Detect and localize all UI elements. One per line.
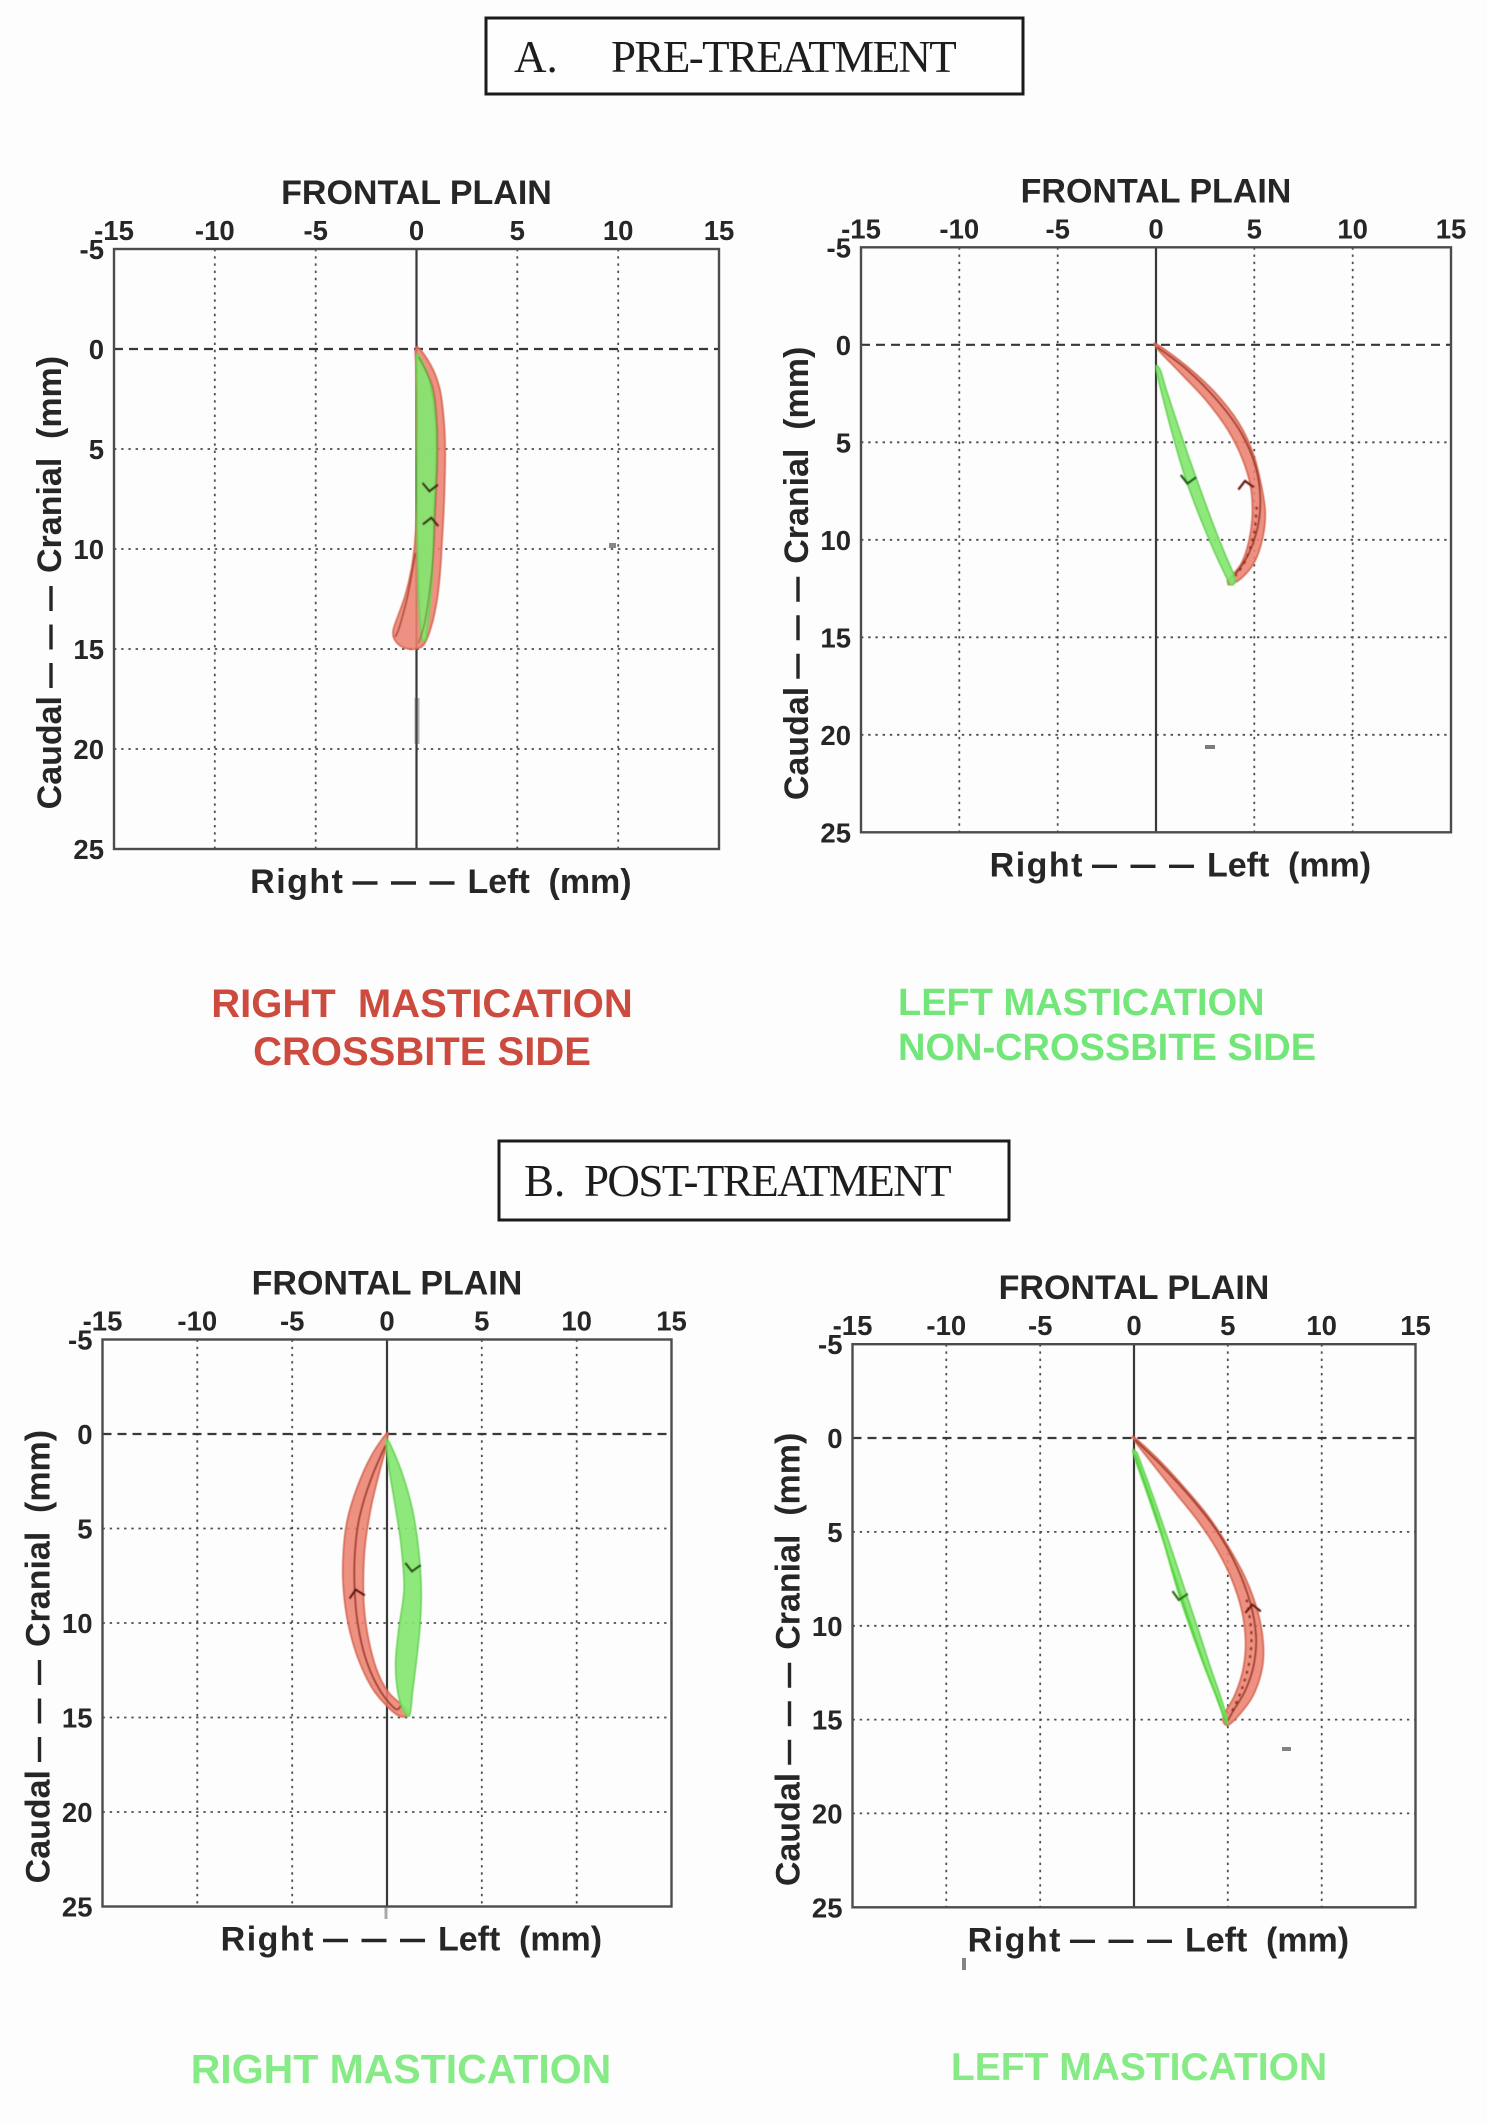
svg-text:-15: -15 [83,1306,123,1337]
svg-text:0: 0 [1126,1310,1141,1341]
svg-text:-5: -5 [68,1325,92,1356]
svg-text:-5: -5 [1028,1310,1052,1341]
svg-text:(mm): (mm) [20,1430,58,1513]
svg-text:A.: A. [514,32,558,82]
svg-text:B.: B. [524,1156,565,1206]
svg-text:(mm): (mm) [1288,846,1371,884]
svg-text:Right: Right [990,846,1084,884]
svg-text:Caudal: Caudal [31,696,69,809]
svg-text:10: 10 [820,525,851,556]
svg-text:0: 0 [379,1306,394,1337]
svg-text:-10: -10 [926,1310,966,1341]
svg-text:Cranial: Cranial [770,1535,808,1650]
svg-text:0: 0 [409,215,424,246]
svg-text:0: 0 [827,1423,842,1454]
svg-text:Cranial: Cranial [20,1532,58,1647]
svg-text:Cranial: Cranial [778,449,816,564]
svg-text:-5: -5 [80,234,104,265]
svg-text:10: 10 [1306,1310,1337,1341]
svg-text:-5: -5 [827,232,851,263]
svg-text:NON-CROSSBITE SIDE: NON-CROSSBITE SIDE [898,1027,1316,1069]
svg-text:15: 15 [1400,1310,1431,1341]
svg-text:(mm): (mm) [549,863,632,901]
svg-text:25: 25 [820,817,851,848]
svg-text:5: 5 [827,1517,842,1548]
svg-text:FRONTAL PLAIN: FRONTAL PLAIN [999,1269,1270,1307]
svg-text:20: 20 [820,720,851,751]
svg-text:15: 15 [73,634,104,665]
svg-text:25: 25 [812,1892,843,1923]
svg-text:(mm): (mm) [519,1921,602,1959]
svg-text:15: 15 [820,622,851,653]
svg-text:Left: Left [438,1921,500,1959]
svg-text:25: 25 [73,834,104,865]
svg-text:-15: -15 [833,1310,873,1341]
svg-text:5: 5 [89,434,104,465]
svg-text:CROSSBITE SIDE: CROSSBITE SIDE [253,1030,591,1074]
svg-text:FRONTAL PLAIN: FRONTAL PLAIN [1021,172,1292,210]
svg-text:-15: -15 [94,215,134,246]
svg-text:Right: Right [250,863,344,901]
svg-text:15: 15 [656,1306,687,1337]
svg-text:Left: Left [1185,1921,1247,1959]
svg-text:10: 10 [812,1611,843,1642]
svg-text:RIGHT MASTICATION: RIGHT MASTICATION [191,2046,612,2092]
svg-text:5: 5 [1247,213,1262,244]
svg-text:Caudal: Caudal [778,687,816,800]
svg-text:5: 5 [474,1306,489,1337]
svg-text:0: 0 [836,330,851,361]
svg-text:-15: -15 [841,213,881,244]
svg-text:15: 15 [1436,213,1467,244]
svg-text:0: 0 [89,334,104,365]
svg-text:Right: Right [968,1921,1062,1959]
svg-text:(mm): (mm) [778,347,816,430]
svg-text:25: 25 [62,1892,93,1923]
svg-text:5: 5 [510,215,525,246]
svg-text:POST-TREATMENT: POST-TREATMENT [584,1156,951,1206]
svg-text:RIGHT MASTICATION: RIGHT MASTICATION [211,982,632,1026]
svg-text:15: 15 [812,1705,843,1736]
svg-text:5: 5 [1220,1310,1235,1341]
svg-text:-10: -10 [939,213,979,244]
svg-text:5: 5 [77,1514,92,1545]
svg-text:-5: -5 [818,1329,842,1360]
svg-text:15: 15 [704,215,735,246]
svg-text:10: 10 [1337,213,1368,244]
svg-text:Left: Left [1207,846,1269,884]
svg-text:(mm): (mm) [1266,1921,1349,1959]
svg-text:LEFT MASTICATION: LEFT MASTICATION [951,2046,1327,2089]
svg-text:(mm): (mm) [770,1433,808,1516]
svg-text:Caudal: Caudal [770,1773,808,1886]
svg-text:-10: -10 [177,1306,217,1337]
svg-text:Cranial: Cranial [31,458,69,573]
svg-text:15: 15 [62,1703,93,1734]
svg-text:FRONTAL PLAIN: FRONTAL PLAIN [252,1265,523,1303]
svg-text:Caudal: Caudal [20,1770,58,1883]
svg-text:Left: Left [468,863,530,901]
svg-text:10: 10 [561,1306,592,1337]
svg-text:LEFT MASTICATION: LEFT MASTICATION [898,982,1265,1024]
svg-text:10: 10 [73,534,104,565]
svg-text:20: 20 [73,734,104,765]
svg-text:(mm): (mm) [31,356,69,439]
svg-text:-5: -5 [280,1306,304,1337]
svg-text:-5: -5 [303,215,327,246]
svg-text:10: 10 [62,1608,93,1639]
svg-text:20: 20 [812,1798,843,1829]
svg-text:5: 5 [836,427,851,458]
svg-text:-5: -5 [1045,213,1069,244]
svg-text:PRE-TREATMENT: PRE-TREATMENT [611,32,956,82]
svg-text:20: 20 [62,1797,93,1828]
svg-text:0: 0 [77,1419,92,1450]
svg-text:Right: Right [221,1921,315,1959]
svg-text:0: 0 [1148,213,1163,244]
svg-text:10: 10 [603,215,634,246]
svg-text:-10: -10 [195,215,235,246]
svg-text:FRONTAL PLAIN: FRONTAL PLAIN [281,174,552,212]
